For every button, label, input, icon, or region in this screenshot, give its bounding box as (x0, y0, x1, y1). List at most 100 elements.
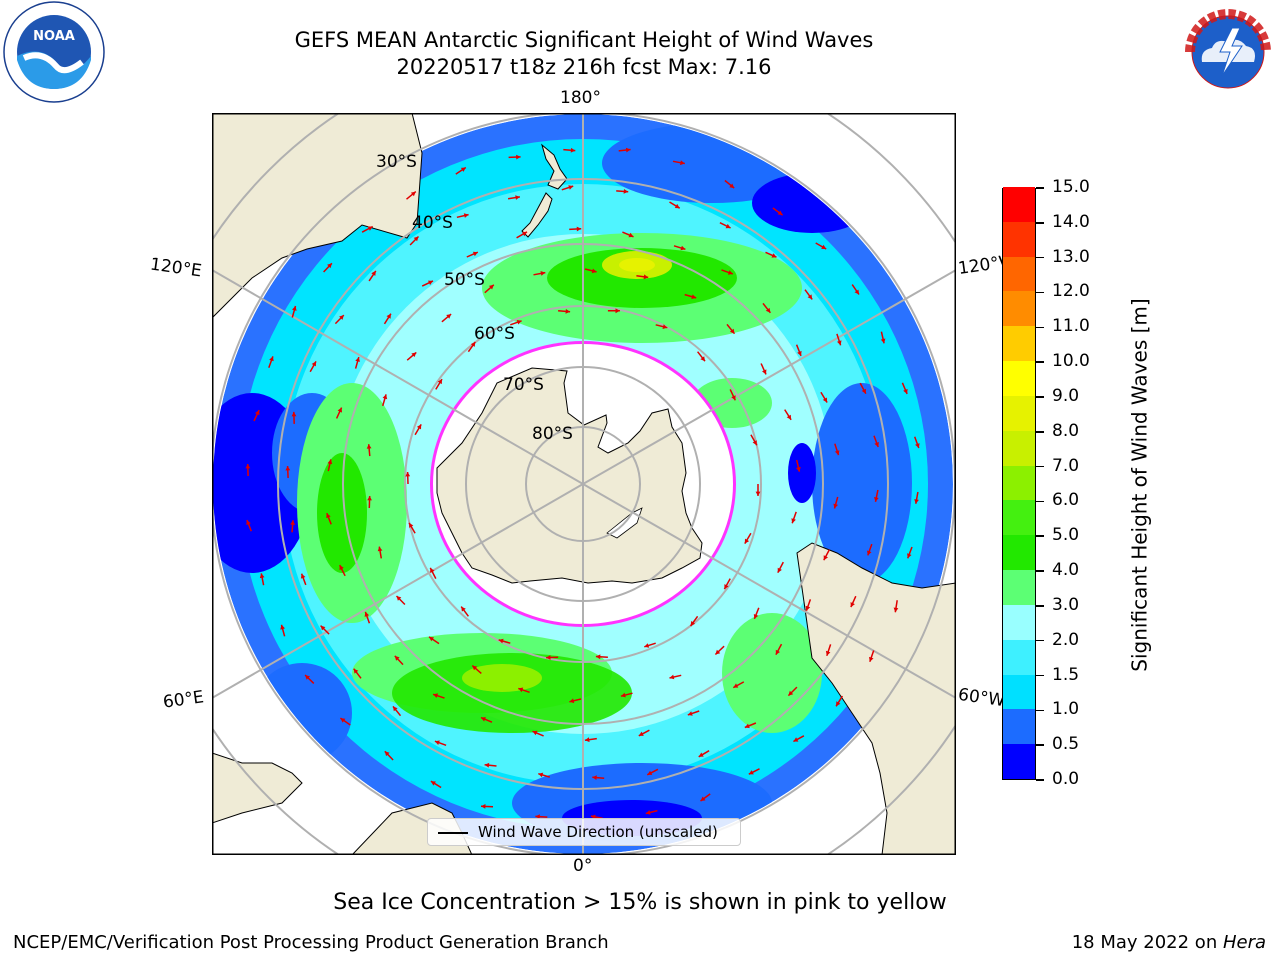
footer-credit: NCEP/EMC/Verification Post Processing Pr… (13, 932, 609, 953)
wave-arrow-head (591, 268, 597, 274)
colorbar (1002, 186, 1036, 780)
colorbar-tick (1036, 674, 1044, 677)
wave-arrow-head (460, 167, 466, 172)
wave-arrow-head (367, 226, 373, 231)
wave-arrow-head (638, 731, 644, 736)
wave-arrow-head (700, 356, 705, 362)
colorbar-tick-label: 2.0 (1052, 629, 1080, 650)
wave-arrow-head (680, 160, 685, 166)
wave-arrow-head (836, 701, 841, 707)
wave-arrow-head (470, 341, 476, 347)
chart-title: GEFS MEAN Antarctic Significant Height o… (294, 28, 874, 52)
footer-date-text: 18 May 2022 on (1071, 932, 1223, 953)
wave-arrow-head (725, 223, 731, 229)
wave-arrow-head (744, 723, 750, 729)
colorbar-tick (1036, 535, 1044, 537)
wave-arrow-head (518, 687, 524, 693)
lat-label-50s: 50°S (444, 270, 485, 290)
colorbar-segment (1003, 465, 1035, 501)
wave-arrow-head (755, 491, 761, 496)
wave-arrow-head (620, 692, 626, 698)
colorbar-tick (1036, 744, 1044, 746)
wave-arrow-head (748, 770, 754, 775)
wave-arrow-head (413, 236, 419, 242)
colorbar-segment (1003, 186, 1035, 222)
colorbar-title: Significant Height of Wind Waves [m] (1127, 298, 1152, 672)
colorbar-segment (1003, 674, 1035, 710)
colorbar-segment (1003, 743, 1035, 779)
wave-arrow-head (481, 804, 486, 809)
wave-arrow-head (269, 356, 274, 362)
wave-arrow-head (255, 410, 260, 416)
wave-arrow-head (434, 740, 440, 745)
colorbar-tick (1036, 361, 1044, 363)
wave-arrow-head (584, 737, 590, 743)
wave-arrow-head (744, 538, 750, 544)
wave-arrow-head (429, 636, 434, 642)
wave-arrow-head (867, 550, 872, 556)
wave-arrow-head (765, 307, 771, 313)
wave-arrow-head (644, 643, 650, 648)
lat-label-70s: 70°S (503, 375, 544, 395)
wave-arrow-head (850, 602, 855, 608)
wave-arrow-head (428, 280, 433, 285)
lon-label-60w: 60°W (956, 684, 1007, 712)
wave-arrow-head (516, 154, 521, 160)
colorbar-segment (1003, 708, 1035, 745)
colorbar-tick-label: 4.0 (1052, 560, 1080, 581)
legend-label: Wind Wave Direction (unscaled) (478, 823, 718, 841)
wave-arrow-head (854, 289, 859, 295)
wave-arrow-head (777, 210, 783, 216)
colorbar-tick-label: 7.0 (1052, 455, 1080, 476)
colorbar-tick-label: 6.0 (1052, 490, 1080, 511)
wave-arrow-head (394, 655, 400, 661)
wave-arrow-head (535, 814, 540, 819)
colorbar-tick (1036, 709, 1044, 712)
lat-label-40s: 40°S (412, 213, 453, 233)
wave-arrow-head (752, 440, 757, 446)
wave-arrow-head (733, 683, 739, 688)
wave-arrow-head (393, 706, 398, 712)
wave-arrow-head (410, 191, 416, 197)
wave-arrow-head (914, 499, 919, 504)
wave-arrow-head (669, 674, 675, 680)
colorbar-tick-label: 11.0 (1052, 316, 1090, 337)
wave-arrow-head (777, 567, 782, 573)
wave-arrow-head (674, 203, 680, 209)
wave-arrow-head (538, 772, 544, 778)
lat-label-30s: 30°S (376, 152, 417, 172)
wave-arrow-head (662, 324, 668, 329)
wave-arrow-head (320, 625, 326, 631)
wave-arrow-head (280, 624, 285, 630)
noaa-logo: NOAA (3, 1, 105, 103)
colorbar-tick (1036, 639, 1044, 642)
colorbar-tick (1036, 396, 1044, 398)
wave-arrow-head (339, 315, 344, 320)
wave-arrow-head (300, 573, 306, 579)
wave-arrow-head (540, 271, 546, 276)
colorbar-tick-label: 10.0 (1052, 351, 1090, 372)
colorbar-tick-label: 1.5 (1052, 664, 1080, 685)
polar-map (212, 113, 956, 855)
wave-arrow-head (382, 394, 388, 400)
colorbar-tick-label: 12.0 (1052, 281, 1090, 302)
wave-arrow-head (771, 253, 777, 258)
legend-line-swatch (438, 832, 468, 834)
wave-arrow-head (807, 294, 813, 300)
wave-arrow-head (837, 340, 842, 346)
wave-arrow-head (416, 424, 422, 430)
wave-arrow-head (405, 472, 411, 477)
wave-arrow-head (595, 654, 601, 660)
wave-arrow-head (691, 294, 697, 299)
wave-arrow-head (546, 655, 551, 660)
wave-arrow-head (825, 650, 831, 656)
wave-direction-arrows (245, 147, 920, 820)
wave-arrow-head (532, 730, 538, 736)
colorbar-tick (1036, 222, 1044, 224)
lon-label-180: 180° (560, 88, 601, 108)
lon-label-60e: 60°E (161, 687, 206, 713)
colorbar-tick-label: 8.0 (1052, 420, 1080, 441)
wave-arrow-head (355, 357, 360, 362)
wave-arrow-head (874, 497, 879, 502)
wave-arrow-head (753, 614, 759, 619)
